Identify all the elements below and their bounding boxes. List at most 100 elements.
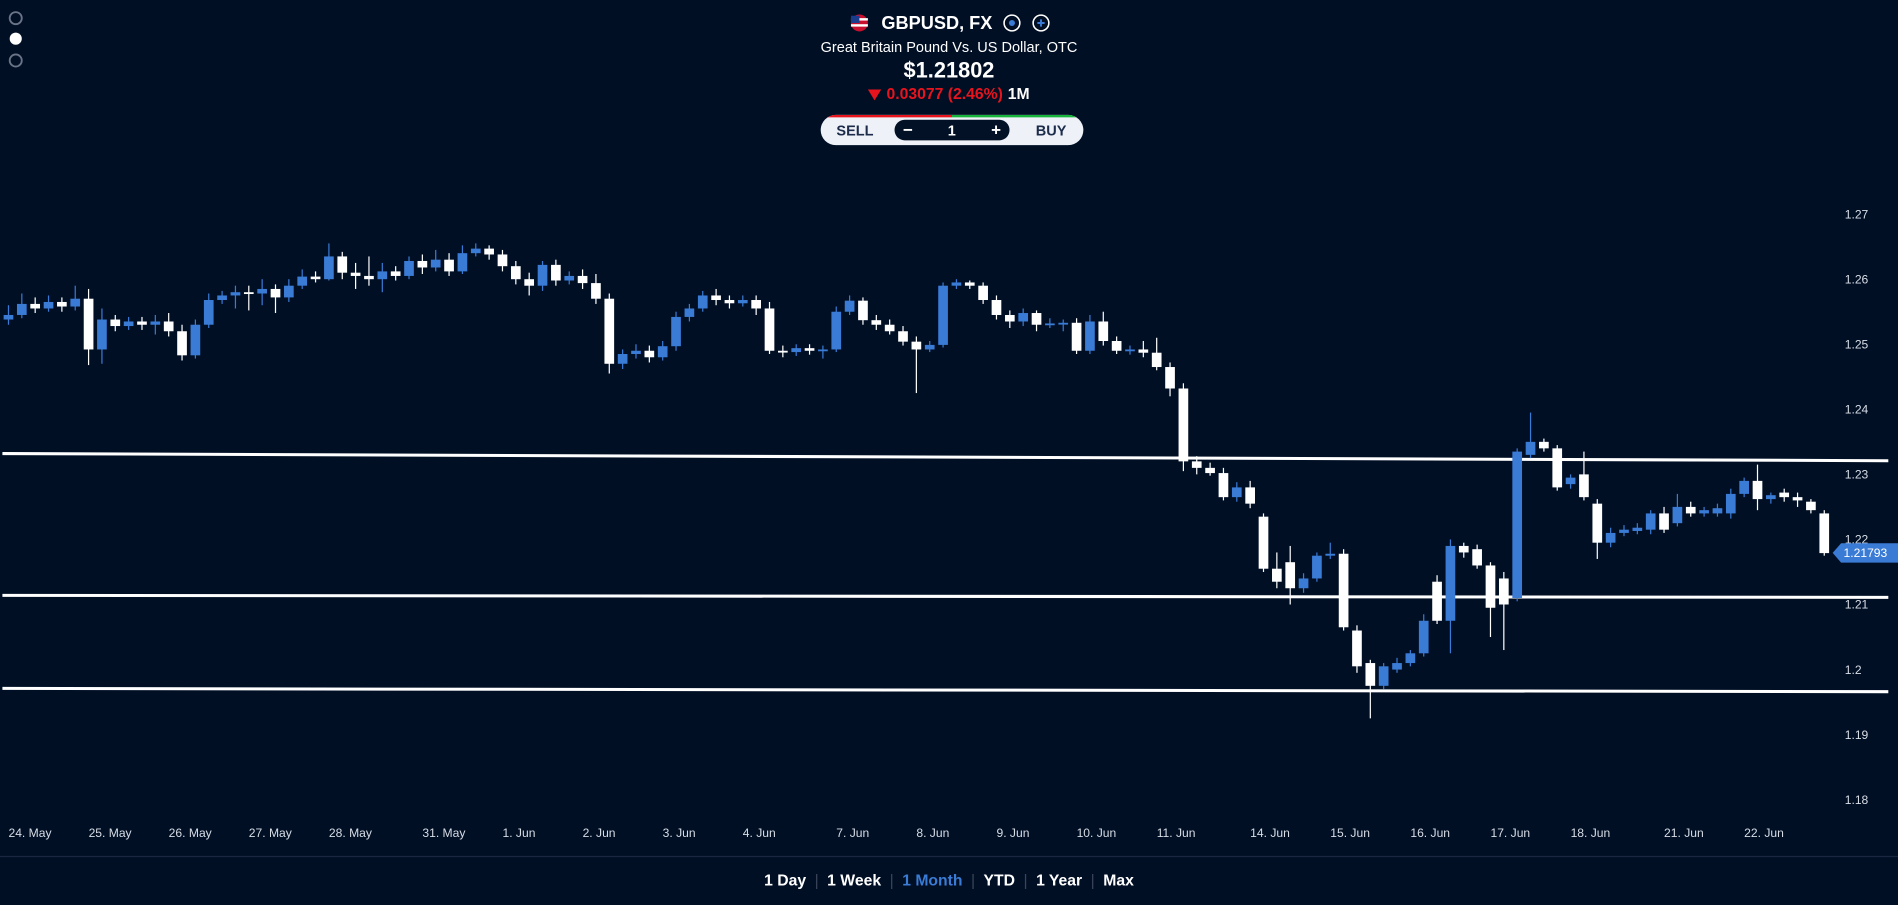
- range-button[interactable]: YTD: [983, 871, 1016, 890]
- candle-body: [364, 275, 374, 280]
- candle-body: [831, 311, 842, 350]
- candle-body: [577, 275, 588, 284]
- candle-body: [1485, 565, 1496, 608]
- candle-body: [1031, 313, 1042, 325]
- candle-body: [1619, 529, 1629, 533]
- candle-body: [1312, 555, 1322, 579]
- candle-body: [964, 282, 975, 286]
- x-tick-label: 3. Jun: [663, 826, 696, 840]
- icon[interactable]: [8, 11, 23, 26]
- candle-body: [1525, 441, 1536, 455]
- quantity[interactable]: 1: [947, 122, 956, 140]
- candle-body: [1258, 516, 1269, 569]
- candle-body: [1365, 663, 1376, 686]
- candle-body: [1178, 388, 1189, 462]
- flag-icon: [851, 14, 869, 32]
- candle-body: [1766, 495, 1776, 500]
- candle-body: [270, 288, 281, 298]
- candle-body: [684, 308, 695, 317]
- sell-button[interactable]: SELL: [836, 122, 874, 140]
- candle-body: [697, 295, 708, 309]
- candle-body: [591, 283, 601, 299]
- candle-body: [1458, 545, 1469, 553]
- trade-panel: SELL − 1 + BUY: [820, 114, 1084, 146]
- x-tick-label: 11. Jun: [1157, 826, 1196, 840]
- x-tick-label: 15. Jun: [1330, 826, 1370, 840]
- candle-body: [631, 350, 641, 355]
- symbol-icons[interactable]: [1002, 13, 1050, 32]
- buy-button[interactable]: BUY: [1035, 122, 1067, 140]
- range-separator: |: [1023, 871, 1028, 890]
- icon[interactable]: [8, 53, 23, 68]
- candle-body: [938, 285, 948, 345]
- candle-body: [337, 256, 348, 273]
- quantity-box: − 1 +: [894, 119, 1010, 141]
- x-tick-label: 9. Jun: [996, 826, 1029, 840]
- symbol-row: GBPUSD, FX: [848, 10, 1051, 37]
- candle-body: [978, 285, 988, 301]
- candle-body: [1539, 441, 1549, 449]
- candle-body: [30, 303, 41, 309]
- symbol: GBPUSD, FX: [881, 12, 993, 34]
- candle-body: [3, 314, 14, 320]
- candle-body: [404, 260, 414, 276]
- candle-body: [644, 350, 655, 358]
- candle-body: [510, 266, 521, 280]
- candle-body: [1004, 314, 1015, 322]
- candle-body: [1565, 477, 1576, 485]
- range-button[interactable]: 1 Week: [827, 871, 882, 890]
- candle-body: [1792, 497, 1803, 501]
- trend-line: [2, 686, 1889, 694]
- candle-body: [1338, 553, 1349, 628]
- range-button[interactable]: 1 Day: [764, 871, 807, 890]
- plus-button[interactable]: +: [991, 119, 1002, 140]
- candle-body: [1165, 367, 1175, 389]
- candle-body: [1071, 322, 1082, 351]
- candle-body: [1659, 513, 1669, 530]
- price: $1.21802: [903, 58, 995, 83]
- candle-body: [70, 298, 81, 307]
- candle-body: [1352, 630, 1362, 667]
- candle-body: [16, 303, 27, 315]
- last-price-tag: [1832, 543, 1898, 563]
- minus-button[interactable]: −: [903, 119, 913, 140]
- x-tick-label: 7. Jun: [836, 826, 869, 840]
- candle-body: [1819, 513, 1830, 554]
- range-button[interactable]: 1 Month: [902, 871, 963, 890]
- y-tick-label: 1.21: [1845, 598, 1869, 612]
- range-separator: |: [970, 871, 976, 890]
- range-separator: |: [889, 871, 894, 890]
- candle-body: [190, 324, 201, 356]
- y-tick-label: 1.26: [1845, 272, 1869, 286]
- candle-body: [350, 272, 361, 276]
- x-tick-label: 28. May: [329, 826, 373, 840]
- candle-body: [123, 321, 134, 327]
- candle-body: [1325, 553, 1336, 556]
- candle-body: [1111, 341, 1122, 351]
- candle-body: [524, 279, 535, 286]
- candle-body: [1579, 474, 1589, 498]
- candle-body: [377, 271, 388, 280]
- candle-body: [1672, 506, 1683, 524]
- y-tick-label: 1.18: [1845, 793, 1869, 807]
- range-button[interactable]: Max: [1103, 871, 1134, 890]
- range-button[interactable]: 1 Year: [1036, 871, 1083, 890]
- candle-body: [284, 285, 294, 298]
- candle-body: [1272, 568, 1282, 582]
- icon[interactable]: [9, 32, 22, 45]
- candle-body: [43, 301, 54, 309]
- candle-body: [457, 253, 468, 272]
- candle-body: [1392, 663, 1402, 670]
- candle-body: [1645, 513, 1656, 530]
- x-tick-label: 26. May: [169, 826, 213, 840]
- candle-body: [203, 300, 214, 325]
- candle-body: [297, 276, 308, 286]
- x-tick-label: 25. May: [89, 826, 133, 840]
- candle-body: [1512, 451, 1523, 598]
- candle-body: [778, 350, 788, 353]
- candle-body: [390, 271, 401, 276]
- candle-body: [324, 256, 334, 280]
